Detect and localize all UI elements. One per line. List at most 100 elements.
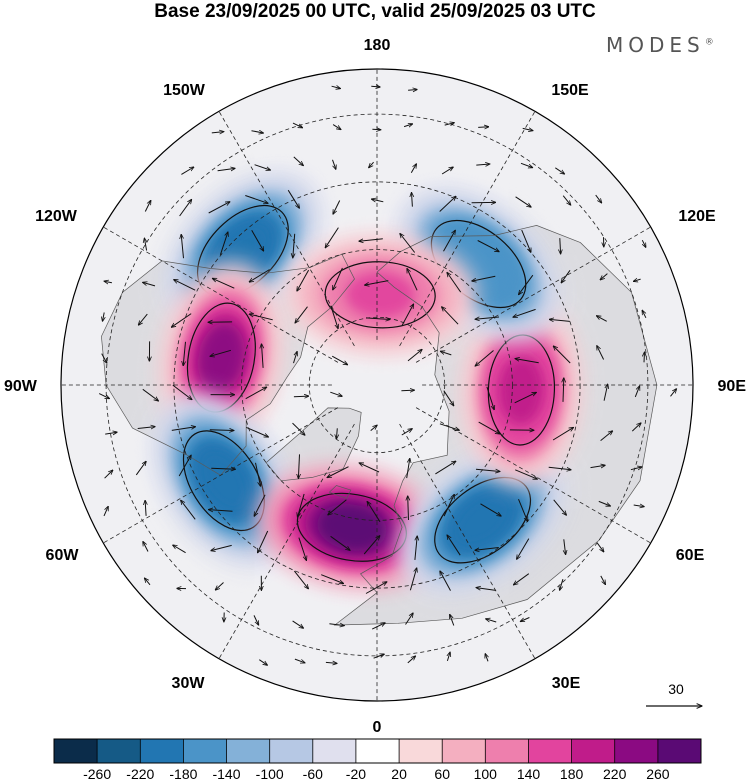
wind-arrow: [552, 427, 573, 441]
wind-arrow: [371, 86, 380, 87]
colorbar-tick-label: -60: [303, 766, 323, 782]
wind-arrow: [372, 199, 384, 202]
wind-arrow: [441, 167, 453, 175]
wind-arrow: [211, 544, 232, 550]
wind-arrow: [254, 164, 271, 170]
wind-arrow: [409, 568, 416, 591]
wind-arrow: [478, 127, 489, 128]
wind-arrow: [330, 391, 342, 396]
wind-arrow: [292, 122, 303, 128]
wind-arrow: [514, 573, 530, 585]
wind-arrow: [105, 432, 117, 434]
label-120e: 120E: [678, 208, 716, 225]
anomaly-contour-line: [434, 476, 532, 564]
wind-arrow: [329, 624, 344, 626]
wind-arrow: [143, 542, 149, 552]
anomaly-contour-band: [345, 271, 416, 318]
colorbar-tick-label: 20: [391, 766, 407, 782]
wind-arrow: [359, 463, 380, 473]
wind-arrow: [475, 547, 499, 551]
graticule: [61, 69, 693, 701]
wind-arrow: [249, 269, 270, 283]
map-title: Base 23/09/2025 00 UTC, valid 25/09/2025…: [154, 1, 596, 22]
wind-arrow: [145, 500, 146, 516]
wind-arrow: [548, 466, 571, 470]
wind-arrow: [215, 582, 224, 591]
wind-arrow: [596, 542, 604, 552]
wind-arrow: [442, 307, 459, 325]
label-30e: 30E: [552, 675, 581, 692]
wind-arrow: [563, 378, 564, 402]
wind-arrow: [485, 654, 488, 662]
wind-arrow: [520, 162, 533, 167]
colorbar-tick-label: 140: [517, 766, 541, 782]
wind-arrow: [292, 620, 304, 628]
wind-arrow: [293, 352, 298, 364]
wind-arrow: [181, 234, 184, 259]
colorbar-swatch: [399, 739, 443, 763]
wind-arrow: [211, 132, 224, 133]
wind-arrow: [522, 128, 533, 130]
wind-arrow: [513, 308, 536, 317]
wind-arrow: [597, 346, 605, 360]
label-90e: 90E: [718, 378, 747, 395]
colorbar-swatch: [183, 739, 227, 763]
wind-arrow: [642, 239, 646, 247]
wind-arrow: [603, 384, 608, 401]
wind-arrow: [103, 312, 105, 322]
wind-arrow: [145, 578, 151, 586]
colorbar-tick-label: 60: [434, 766, 450, 782]
wind-arrow: [521, 229, 531, 252]
wind-arrow: [325, 227, 339, 248]
wind-arrow: [287, 189, 299, 208]
wind-arrow: [630, 467, 642, 470]
label-180: 180: [364, 37, 391, 54]
wind-arrow: [328, 499, 347, 515]
wind-arrow: [138, 313, 148, 325]
colorbar-swatch: [54, 739, 98, 763]
wind-arrow: [439, 423, 459, 430]
wind-arrow: [644, 352, 645, 363]
map-border: [60, 68, 694, 702]
wind-arrow: [333, 267, 343, 290]
wind-arrow: [372, 129, 380, 130]
wind-arrow: [401, 390, 414, 391]
wind-arrow: [297, 269, 310, 291]
wind-arrow: [407, 656, 416, 664]
wind-arrow: [562, 195, 571, 205]
brand-name: MODES: [606, 33, 705, 57]
wind-reference-value: 30: [668, 681, 684, 697]
meridian-line: [415, 226, 651, 363]
anomaly-contour-band: [451, 492, 514, 549]
colorbar-tick-label: 180: [560, 766, 584, 782]
wind-arrow: [103, 506, 108, 517]
wind-arrow: [518, 499, 528, 521]
colorbar-tick-label: -260: [83, 766, 111, 782]
wind-arrow: [295, 306, 308, 323]
colorbar-tick-label: -140: [212, 766, 240, 782]
wind-arrow: [137, 427, 155, 429]
wind-arrow: [331, 86, 341, 88]
wind-arrow: [179, 199, 192, 217]
meridian-line: [218, 111, 355, 347]
wind-arrow: [178, 455, 191, 477]
wind-arrow: [403, 124, 413, 127]
wind-arrow: [219, 232, 228, 255]
wind-arrow: [633, 505, 645, 507]
colorbar-swatch: [97, 739, 141, 763]
wind-arrow: [262, 344, 264, 368]
wind-arrow: [447, 272, 462, 293]
wind-arrow: [408, 496, 409, 521]
wind-arrow: [633, 279, 641, 281]
wind-arrow: [560, 578, 564, 590]
wind-arrow: [597, 316, 607, 322]
wind-arrow: [173, 545, 186, 554]
wind-arrow: [414, 536, 417, 560]
wind-arrow: [294, 658, 305, 663]
wind-arrow: [369, 161, 374, 168]
wind-arrow: [401, 304, 413, 326]
wind-arrow: [515, 469, 537, 479]
wind-arrow: [363, 536, 380, 555]
wind-arrow: [475, 468, 500, 471]
